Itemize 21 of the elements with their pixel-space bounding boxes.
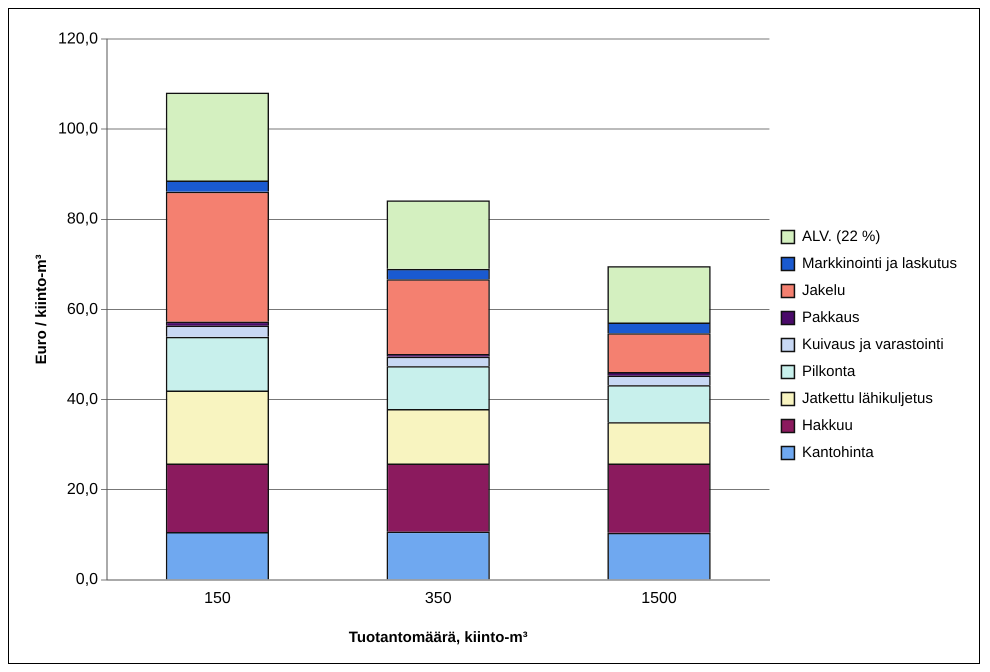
y-tick-label: 60,0 bbox=[66, 300, 98, 318]
y-tick-label: 20,0 bbox=[66, 481, 98, 498]
y-tick-label: 80,0 bbox=[66, 210, 98, 228]
y-tick-label: 120,0 bbox=[58, 30, 98, 48]
legend-label: Hakkuu bbox=[802, 417, 853, 434]
legend-label: Jatkettu lähikuljetus bbox=[802, 390, 933, 408]
x-tick-label: 350 bbox=[424, 590, 452, 607]
x-tick-label: 1500 bbox=[641, 590, 677, 607]
y-tick-label: 100,0 bbox=[58, 120, 98, 138]
legend-label: Kantohinta bbox=[802, 444, 874, 462]
legend-label: Jakelu bbox=[802, 282, 846, 300]
x-axis-title: Tuotantomäärä, kiinto-m³ bbox=[348, 629, 528, 646]
legend-label: ALV. (22 %) bbox=[802, 228, 880, 246]
y-tick-label: 0,0 bbox=[76, 571, 98, 588]
x-tick-label: 150 bbox=[204, 590, 231, 607]
y-axis-title: Euro / kiinto-m³ bbox=[33, 254, 50, 364]
legend-label: Pakkaus bbox=[802, 309, 860, 326]
legend-label: Kuivaus ja varastointi bbox=[802, 336, 944, 354]
y-tick-label: 40,0 bbox=[66, 390, 98, 408]
legend-label: Pilkonta bbox=[802, 363, 856, 380]
legend-label: Markkinointi ja laskutus bbox=[802, 255, 957, 272]
